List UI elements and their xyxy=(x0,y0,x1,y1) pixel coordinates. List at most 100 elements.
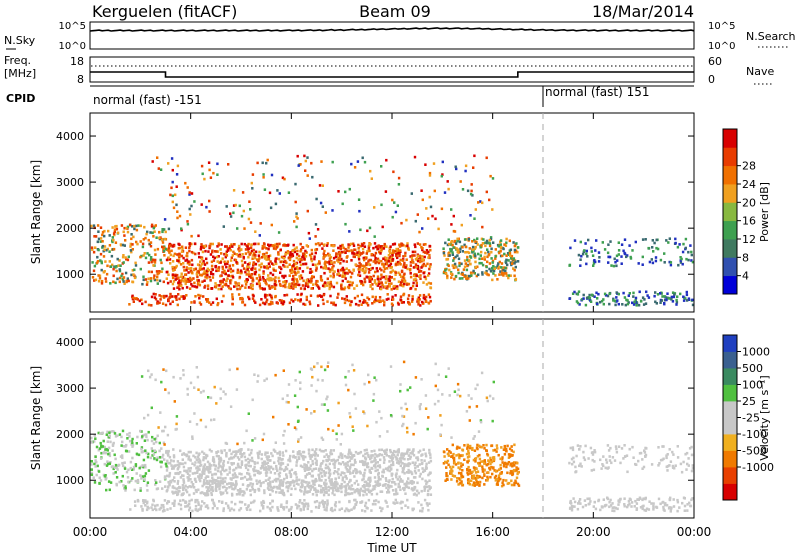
scatter-cell xyxy=(270,452,273,455)
scatter-cell xyxy=(209,396,213,400)
scatter-cell xyxy=(248,261,251,265)
scatter-cell xyxy=(250,249,254,253)
scatter-cell xyxy=(224,392,227,396)
scatter-cell xyxy=(493,267,496,270)
scatter-cell xyxy=(444,375,448,378)
scatter-cell xyxy=(651,246,654,249)
scatter-cell xyxy=(380,416,383,420)
scatter-cell xyxy=(426,427,429,431)
scatter-cell xyxy=(486,273,489,276)
scatter-cell xyxy=(123,461,126,464)
scatter-cell xyxy=(331,486,335,490)
scatter-cell xyxy=(428,487,431,491)
scatter-cell xyxy=(112,467,115,471)
scatter-cell xyxy=(405,264,408,267)
scatter-cell xyxy=(485,239,489,243)
scatter-cell xyxy=(288,256,291,259)
scatter-cell xyxy=(195,490,198,494)
scatter-cell xyxy=(361,459,364,463)
scatter-cell xyxy=(516,250,519,254)
scatter-cell xyxy=(333,470,337,473)
scatter-cell xyxy=(501,254,504,258)
scatter-cell xyxy=(615,264,618,268)
scatter-cell xyxy=(179,476,183,479)
scatter-cell xyxy=(310,412,313,415)
scatter-cell xyxy=(388,460,391,463)
scatter-cell xyxy=(313,255,316,258)
scatter-cell xyxy=(225,205,228,208)
scatter-cell xyxy=(416,464,419,468)
scatter-cell xyxy=(171,465,175,469)
scatter-cell xyxy=(92,224,96,227)
scatter-cell xyxy=(169,193,172,197)
scatter-cell xyxy=(167,475,171,478)
scatter-cell xyxy=(174,274,177,278)
scatter-cell xyxy=(209,253,213,256)
scatter-cell xyxy=(120,224,124,227)
scatter-cell xyxy=(244,503,247,506)
scatter-cell xyxy=(494,255,497,258)
scatter-cell xyxy=(211,498,214,502)
scatter-cell xyxy=(339,462,342,466)
power-scatter xyxy=(90,154,695,307)
scatter-cell xyxy=(402,467,405,470)
scatter-cell xyxy=(590,250,593,253)
scatter-cell xyxy=(219,274,222,278)
scatter-cell xyxy=(365,257,368,260)
scatter-cell xyxy=(299,485,303,489)
scatter-cell xyxy=(597,292,600,296)
scatter-cell xyxy=(202,483,206,486)
scatter-cell xyxy=(428,174,432,177)
scatter-cell xyxy=(377,280,381,283)
scatter-cell xyxy=(330,261,333,264)
scatter-cell xyxy=(592,262,596,265)
scatter-cell xyxy=(263,246,266,249)
scatter-cell xyxy=(269,480,272,484)
scatter-cell xyxy=(249,451,253,455)
scatter-cell xyxy=(369,277,372,280)
scatter-cell xyxy=(461,463,464,466)
scatter-cell xyxy=(278,453,282,457)
scatter-cell xyxy=(237,449,241,452)
scatter-cell xyxy=(238,500,242,504)
scatter-cell xyxy=(418,260,422,264)
scatter-cell xyxy=(275,467,278,470)
scatter-cell xyxy=(193,386,196,389)
scatter-cell xyxy=(612,264,616,268)
scatter-cell xyxy=(506,263,509,267)
scatter-cell xyxy=(168,244,172,248)
scatter-cell xyxy=(90,471,94,475)
scatter-cell xyxy=(128,439,132,443)
scatter-cell xyxy=(659,258,663,262)
scatter-cell xyxy=(165,294,168,298)
scatter-cell xyxy=(377,245,380,248)
scatter-cell xyxy=(94,278,98,282)
scatter-cell xyxy=(217,242,220,245)
scatter-cell xyxy=(365,252,368,255)
scatter-cell xyxy=(267,247,270,251)
scatter-cell xyxy=(194,252,197,256)
scatter-cell xyxy=(140,375,144,378)
scatter-cell xyxy=(146,489,149,492)
scatter-cell xyxy=(297,456,300,459)
scatter-cell xyxy=(321,205,324,208)
scatter-cell xyxy=(328,257,332,260)
scatter-cell xyxy=(295,212,298,215)
scatter-cell xyxy=(167,480,170,484)
scatter-cell xyxy=(360,242,364,246)
scatter-cell xyxy=(402,422,405,426)
scatter-cell xyxy=(353,490,356,494)
scatter-cell xyxy=(105,464,109,467)
scatter-cell xyxy=(483,472,486,476)
scatter-cell xyxy=(293,283,297,287)
scatter-cell xyxy=(251,287,254,291)
scatter-cell xyxy=(314,457,317,461)
scatter-cell xyxy=(615,254,619,258)
scatter-cell xyxy=(224,252,228,256)
scatter-cell xyxy=(289,269,292,272)
scatter-cell xyxy=(314,505,318,509)
scatter-cell xyxy=(338,274,341,277)
scatter-cell xyxy=(691,303,695,307)
scatter-cell xyxy=(362,242,366,245)
scatter-cell xyxy=(446,274,449,278)
